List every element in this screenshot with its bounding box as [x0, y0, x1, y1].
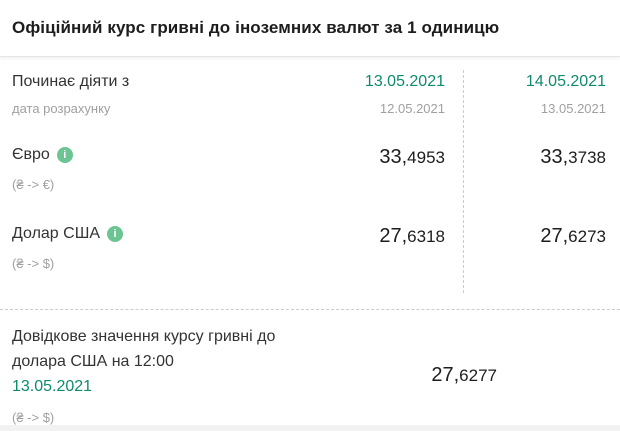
rate-value: 27,6318 — [379, 225, 445, 247]
currency-name-line: Євро i — [12, 146, 295, 164]
column-divider — [463, 70, 464, 293]
header-label-cell: Починає діяти з дата розрахунку — [12, 73, 295, 116]
rate-value: 33,4953 — [379, 146, 445, 168]
currency-pair: (₴ -> €) — [12, 177, 55, 192]
currency-label-cell: Євро i (₴ -> €) — [12, 146, 295, 192]
rates-table: Починає діяти з дата розрахунку 13.05.20… — [0, 57, 620, 271]
reference-pair: (₴ -> $) — [12, 410, 55, 425]
reference-rate-value: 27,6277 — [431, 364, 497, 386]
title-bar: Офіційний курс гривні до іноземних валют… — [0, 0, 620, 57]
currency-name: Долар США — [12, 225, 101, 242]
effective-date-label: Починає діяти з — [12, 73, 130, 90]
info-icon[interactable]: i — [56, 147, 73, 163]
info-icon[interactable]: i — [107, 226, 124, 242]
table-header-row: Починає діяти з дата розрахунку 13.05.20… — [12, 73, 606, 116]
calculation-date-label: дата розрахунку — [12, 101, 111, 116]
effective-date-today: 13.05.2021 — [364, 73, 445, 90]
rate-cell: 27,6318 — [295, 225, 445, 248]
currency-pair: (₴ -> $) — [12, 256, 55, 271]
header-col-today: 13.05.2021 12.05.2021 — [295, 73, 445, 116]
next-section-edge — [0, 425, 620, 431]
calculation-date-today: 12.05.2021 — [379, 101, 445, 116]
calculation-date-tomorrow: 13.05.2021 — [540, 101, 606, 116]
rate-cell: 27,6273 — [445, 225, 606, 248]
table-row-eur: Євро i (₴ -> €) 33,4953 33,3738 — [12, 146, 606, 192]
page-title: Офіційний курс гривні до іноземних валют… — [12, 18, 500, 37]
header-col-tomorrow: 14.05.2021 13.05.2021 — [445, 73, 606, 116]
rate-value: 33,3738 — [540, 146, 606, 168]
table-row-usd: Долар США i (₴ -> $) 27,6318 27,6273 — [12, 225, 606, 271]
reference-rate-section: Довідкове значення курсу гривні до долар… — [0, 309, 620, 425]
currency-name-line: Долар США i — [12, 225, 295, 243]
rate-value: 27,6273 — [540, 225, 606, 247]
reference-date: 13.05.2021 — [12, 378, 93, 395]
rate-cell: 33,4953 — [295, 146, 445, 169]
currency-name: Євро — [12, 146, 50, 163]
effective-date-tomorrow: 14.05.2021 — [525, 73, 606, 90]
currency-label-cell: Долар США i (₴ -> $) — [12, 225, 295, 271]
rate-cell: 33,3738 — [445, 146, 606, 169]
reference-title: Довідкове значення курсу гривні до долар… — [12, 328, 276, 370]
